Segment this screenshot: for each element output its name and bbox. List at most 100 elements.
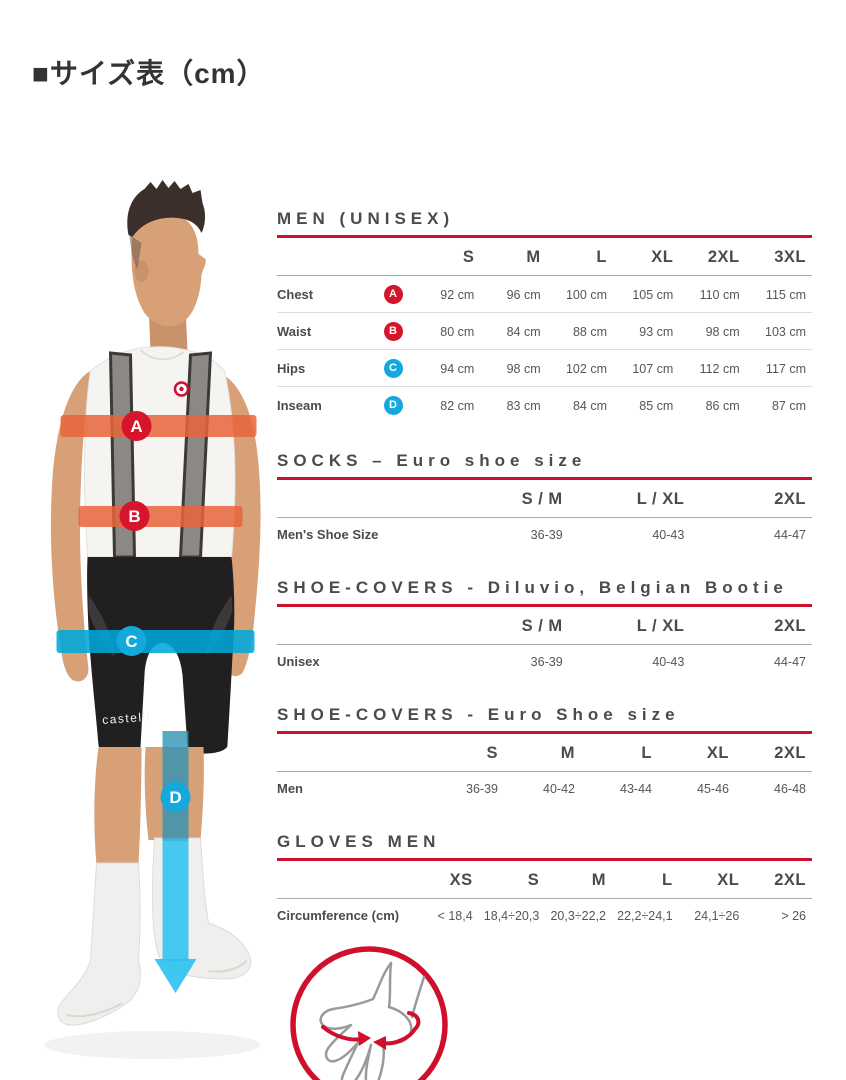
gloves-men-table: XS S M L XL 2XL Circumference (cm) < 18,… — [277, 861, 812, 931]
men-unisex-table: S M L XL 2XL 3XL Chest A 92 cm 96 cm 100 — [277, 238, 812, 423]
size-value-cell: > 26 — [781, 908, 806, 923]
size-column-header: 3XL — [745, 238, 812, 276]
size-column-header: M — [504, 734, 581, 772]
measurement-band-inseam-lower — [162, 839, 189, 961]
size-value-cell: 117 cm — [745, 349, 812, 387]
size-value-cell: 22,2÷24,1 — [617, 908, 673, 923]
model-photo: castelli A B — [0, 175, 275, 1080]
size-value-cell: 40-42 — [543, 781, 575, 796]
size-value-cell: 100 cm — [565, 287, 607, 302]
row-label: Inseam — [277, 386, 372, 423]
svg-text:A: A — [130, 417, 142, 436]
left-leg — [94, 747, 142, 865]
marker-badge-d: D — [160, 782, 191, 812]
size-value-cell: 98 cm — [679, 312, 746, 350]
socks-section: SOCKS – Euro shoe size S / M L / XL 2XL … — [277, 452, 812, 550]
size-value-cell: 96 cm — [506, 287, 541, 302]
men-unisex-heading: MEN (UNISEX) — [277, 210, 812, 238]
hand-circumference-icon — [290, 946, 448, 1080]
size-column-header: S — [427, 734, 504, 772]
measure-arrowhead-right — [373, 1036, 386, 1050]
size-value-cell: 40-43 — [652, 654, 685, 669]
size-column-header: XL — [612, 238, 680, 276]
shoe-covers-diluvio-section: SHOE-COVERS - Diluvio, Belgian Bootie S … — [277, 579, 812, 677]
size-column-header: 2XL — [690, 480, 812, 518]
size-value-cell: 43-44 — [620, 781, 652, 796]
shoe-covers-euro-heading: SHOE-COVERS - Euro Shoe size — [277, 706, 812, 734]
shorts-brand-text: castelli — [102, 710, 152, 727]
socks-heading: SOCKS – Euro shoe size — [277, 452, 812, 480]
inseam-band-arrow — [154, 959, 197, 993]
size-value-cell: 102 cm — [546, 349, 613, 387]
svg-text:D: D — [169, 788, 181, 807]
size-chart-tables: MEN (UNISEX) S M L XL 2XL 3XL — [277, 210, 812, 1080]
size-column-header: S / M — [447, 607, 569, 645]
size-column-header: S / M — [447, 480, 569, 518]
size-value-cell: 83 cm — [480, 386, 547, 423]
size-value-cell: 103 cm — [745, 312, 812, 350]
marker-badge-b: B — [119, 501, 150, 531]
size-header-row: S M L XL 2XL — [277, 734, 812, 772]
size-value-cell: 110 cm — [699, 287, 740, 302]
size-value-cell: 82 cm — [414, 386, 481, 423]
collar-seam — [139, 349, 185, 361]
svg-text:C: C — [125, 632, 137, 651]
row-label: Men's Shoe Size — [277, 527, 379, 542]
size-header-row: S / M L / XL 2XL — [277, 480, 812, 518]
marker-badge-a: A — [121, 411, 152, 441]
shoe-covers-diluvio-heading: SHOE-COVERS - Diluvio, Belgian Bootie — [277, 579, 812, 607]
table-row: Men's Shoe Size 36-39 40-43 44-47 — [277, 518, 812, 551]
right-sock-seam — [208, 960, 248, 973]
size-header-row: S M L XL 2XL 3XL — [277, 238, 812, 276]
shoe-covers-euro-table: S M L XL 2XL Men 36-39 40-42 43-44 45-46 — [277, 734, 812, 804]
size-header-row: XS S M L XL 2XL — [277, 861, 812, 899]
size-column-header: M — [545, 861, 612, 899]
size-column-header: S — [478, 861, 546, 899]
size-value-cell: 112 cm — [679, 349, 746, 387]
measure-arrow-left — [321, 1025, 363, 1042]
size-value-cell: 105 cm — [632, 287, 674, 302]
table-row: Waist B 80 cm 84 cm 88 cm 93 cm 98 cm 10… — [277, 312, 812, 350]
floor-shadow — [44, 1031, 261, 1059]
row-label: Unisex — [277, 654, 320, 669]
size-value-cell: 87 cm — [745, 386, 812, 423]
row-label: Hips — [277, 349, 372, 387]
size-value-cell: 40-43 — [652, 527, 685, 542]
size-column-header: M — [480, 238, 547, 276]
table-row: Men 36-39 40-42 43-44 45-46 46-48 — [277, 772, 812, 805]
measurement-band-waist — [78, 506, 243, 527]
size-column-header: XL — [678, 861, 746, 899]
svg-text:B: B — [128, 507, 140, 526]
table-row: Circumference (cm) < 18,4 18,4÷20,3 20,3… — [277, 899, 812, 932]
size-value-cell: 86 cm — [679, 386, 746, 423]
table-row: Inseam D 82 cm 83 cm 84 cm 85 cm 86 cm 8… — [277, 386, 812, 423]
marker-badge-c: C — [383, 359, 403, 378]
face — [131, 212, 206, 327]
size-value-cell: 44-47 — [774, 527, 806, 542]
size-value-cell: 36-39 — [530, 654, 563, 669]
brand-logo-dot — [179, 386, 184, 392]
hair-fade — [129, 235, 142, 269]
size-value-cell: 84 cm — [546, 386, 613, 423]
size-value-cell: 98 cm — [480, 349, 547, 387]
left-sock-seam — [66, 1002, 123, 1018]
measure-arrowhead-left — [358, 1031, 371, 1046]
size-value-cell: 20,3÷22,2 — [550, 908, 606, 923]
size-value-cell: 115 cm — [765, 287, 806, 302]
size-header-row: S / M L / XL 2XL — [277, 607, 812, 645]
hair — [127, 180, 206, 237]
size-column-header: S — [414, 238, 481, 276]
size-column-header: L / XL — [568, 480, 691, 518]
size-value-cell: 94 cm — [414, 349, 481, 387]
left-sock — [57, 862, 141, 1026]
size-value-cell: 92 cm — [440, 287, 475, 302]
size-column-header: XL — [658, 734, 735, 772]
page-title: ■サイズ表（cm） — [32, 58, 266, 89]
table-row: Chest A 92 cm 96 cm 100 cm 105 cm 110 cm… — [277, 276, 812, 313]
row-label: Men — [277, 781, 303, 796]
size-column-header: 2XL — [690, 607, 812, 645]
gloves-men-section: GLOVES MEN XS S M L XL 2XL — [277, 833, 812, 931]
marker-badge-d: D — [383, 396, 403, 415]
shoe-covers-euro-section: SHOE-COVERS - Euro Shoe size S M L XL 2X… — [277, 706, 812, 804]
